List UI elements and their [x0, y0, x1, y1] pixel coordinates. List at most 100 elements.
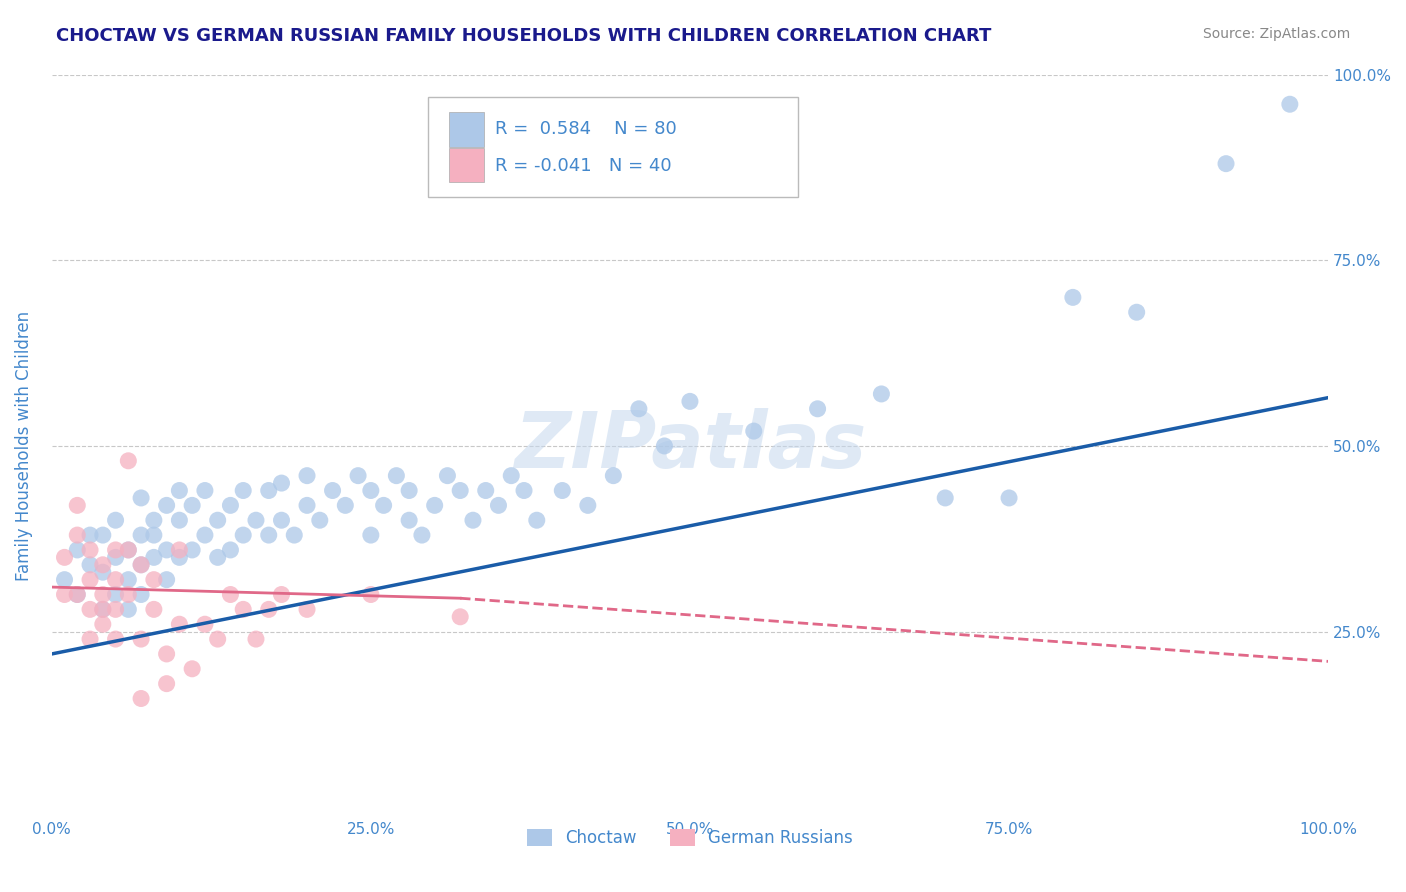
Point	[257, 483, 280, 498]
Point	[91, 528, 114, 542]
Point	[232, 528, 254, 542]
Point	[156, 676, 179, 690]
Point	[66, 543, 89, 558]
Point	[129, 491, 152, 505]
Point	[104, 632, 127, 646]
Point	[117, 543, 139, 558]
Point	[232, 483, 254, 498]
Legend: Choctaw, German Russians: Choctaw, German Russians	[520, 822, 859, 854]
FancyBboxPatch shape	[449, 112, 485, 146]
Point	[513, 483, 536, 498]
Point	[385, 468, 408, 483]
Point	[117, 573, 139, 587]
Point	[219, 587, 242, 601]
Point	[169, 617, 191, 632]
Text: ZIPatlas: ZIPatlas	[513, 408, 866, 484]
Point	[156, 573, 179, 587]
Point	[53, 550, 76, 565]
Point	[295, 499, 318, 513]
Point	[104, 602, 127, 616]
Point	[373, 499, 395, 513]
Point	[117, 543, 139, 558]
Point	[283, 528, 305, 542]
Y-axis label: Family Households with Children: Family Households with Children	[15, 311, 32, 581]
Point	[79, 528, 101, 542]
Point	[181, 499, 204, 513]
Point	[169, 483, 191, 498]
Point	[411, 528, 433, 542]
Point	[53, 587, 76, 601]
Point	[129, 632, 152, 646]
Point	[488, 499, 510, 513]
Point	[169, 513, 191, 527]
Point	[654, 439, 676, 453]
Point	[449, 609, 471, 624]
Point	[181, 543, 204, 558]
Point	[322, 483, 344, 498]
Point	[551, 483, 574, 498]
Point	[117, 602, 139, 616]
Point	[104, 513, 127, 527]
Text: R =  0.584    N = 80: R = 0.584 N = 80	[495, 120, 676, 137]
Point	[257, 602, 280, 616]
Point	[232, 602, 254, 616]
Point	[1125, 305, 1147, 319]
Point	[91, 566, 114, 580]
Point	[104, 543, 127, 558]
Point	[602, 468, 624, 483]
Point	[66, 499, 89, 513]
Point	[104, 573, 127, 587]
Point	[219, 543, 242, 558]
Point	[295, 602, 318, 616]
Point	[53, 573, 76, 587]
Point	[91, 587, 114, 601]
Point	[79, 543, 101, 558]
Point	[91, 602, 114, 616]
Text: CHOCTAW VS GERMAN RUSSIAN FAMILY HOUSEHOLDS WITH CHILDREN CORRELATION CHART: CHOCTAW VS GERMAN RUSSIAN FAMILY HOUSEHO…	[56, 27, 991, 45]
Point	[998, 491, 1021, 505]
Point	[207, 632, 229, 646]
Point	[117, 587, 139, 601]
Point	[129, 528, 152, 542]
Point	[501, 468, 523, 483]
Point	[335, 499, 357, 513]
Point	[398, 513, 420, 527]
Point	[207, 550, 229, 565]
Point	[91, 617, 114, 632]
Point	[347, 468, 370, 483]
Point	[806, 401, 828, 416]
Point	[449, 483, 471, 498]
Point	[360, 483, 382, 498]
FancyBboxPatch shape	[429, 97, 799, 197]
Point	[627, 401, 650, 416]
Point	[461, 513, 484, 527]
Point	[129, 558, 152, 572]
Point	[66, 587, 89, 601]
Point	[398, 483, 420, 498]
Point	[207, 513, 229, 527]
Point	[194, 528, 217, 542]
Point	[245, 513, 267, 527]
Point	[142, 513, 165, 527]
Point	[156, 543, 179, 558]
Point	[194, 483, 217, 498]
Point	[360, 528, 382, 542]
Point	[423, 499, 446, 513]
Point	[156, 499, 179, 513]
Point	[308, 513, 330, 527]
Point	[181, 662, 204, 676]
Point	[474, 483, 496, 498]
Point	[1062, 290, 1084, 304]
Point	[142, 528, 165, 542]
Point	[270, 587, 292, 601]
Point	[142, 602, 165, 616]
Point	[526, 513, 548, 527]
Text: Source: ZipAtlas.com: Source: ZipAtlas.com	[1202, 27, 1350, 41]
Point	[169, 550, 191, 565]
Point	[156, 647, 179, 661]
Point	[79, 573, 101, 587]
FancyBboxPatch shape	[449, 148, 485, 182]
Point	[1215, 156, 1237, 170]
Point	[142, 550, 165, 565]
Point	[679, 394, 702, 409]
